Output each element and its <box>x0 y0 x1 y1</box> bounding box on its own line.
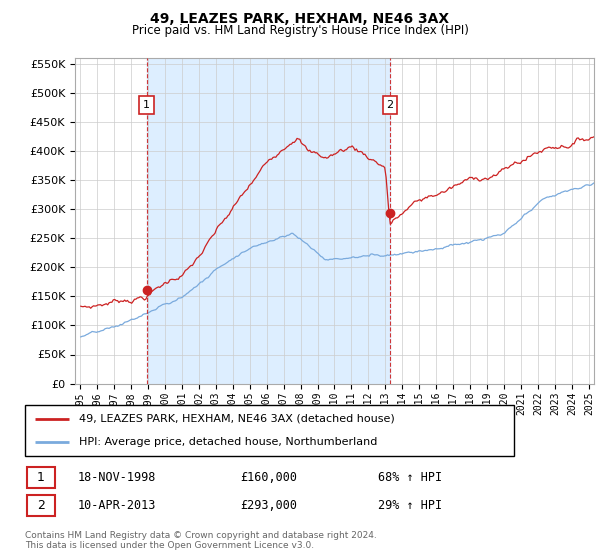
Text: £160,000: £160,000 <box>240 470 297 484</box>
Text: Contains HM Land Registry data © Crown copyright and database right 2024.
This d: Contains HM Land Registry data © Crown c… <box>25 531 377 550</box>
FancyBboxPatch shape <box>27 494 55 516</box>
Text: 29% ↑ HPI: 29% ↑ HPI <box>378 498 442 512</box>
Text: 1: 1 <box>37 470 45 484</box>
Text: 68% ↑ HPI: 68% ↑ HPI <box>378 470 442 484</box>
Text: 2: 2 <box>37 498 45 512</box>
Text: Price paid vs. HM Land Registry's House Price Index (HPI): Price paid vs. HM Land Registry's House … <box>131 24 469 36</box>
Text: 1: 1 <box>143 100 150 110</box>
Text: 49, LEAZES PARK, HEXHAM, NE46 3AX (detached house): 49, LEAZES PARK, HEXHAM, NE46 3AX (detac… <box>79 414 395 424</box>
FancyBboxPatch shape <box>27 466 55 488</box>
Bar <box>146 58 390 384</box>
Text: 10-APR-2013: 10-APR-2013 <box>78 498 157 512</box>
FancyBboxPatch shape <box>25 405 514 456</box>
Text: HPI: Average price, detached house, Northumberland: HPI: Average price, detached house, Nort… <box>79 437 377 447</box>
Text: £293,000: £293,000 <box>240 498 297 512</box>
Text: 49, LEAZES PARK, HEXHAM, NE46 3AX: 49, LEAZES PARK, HEXHAM, NE46 3AX <box>151 12 449 26</box>
Text: 18-NOV-1998: 18-NOV-1998 <box>78 470 157 484</box>
Text: 2: 2 <box>386 100 394 110</box>
